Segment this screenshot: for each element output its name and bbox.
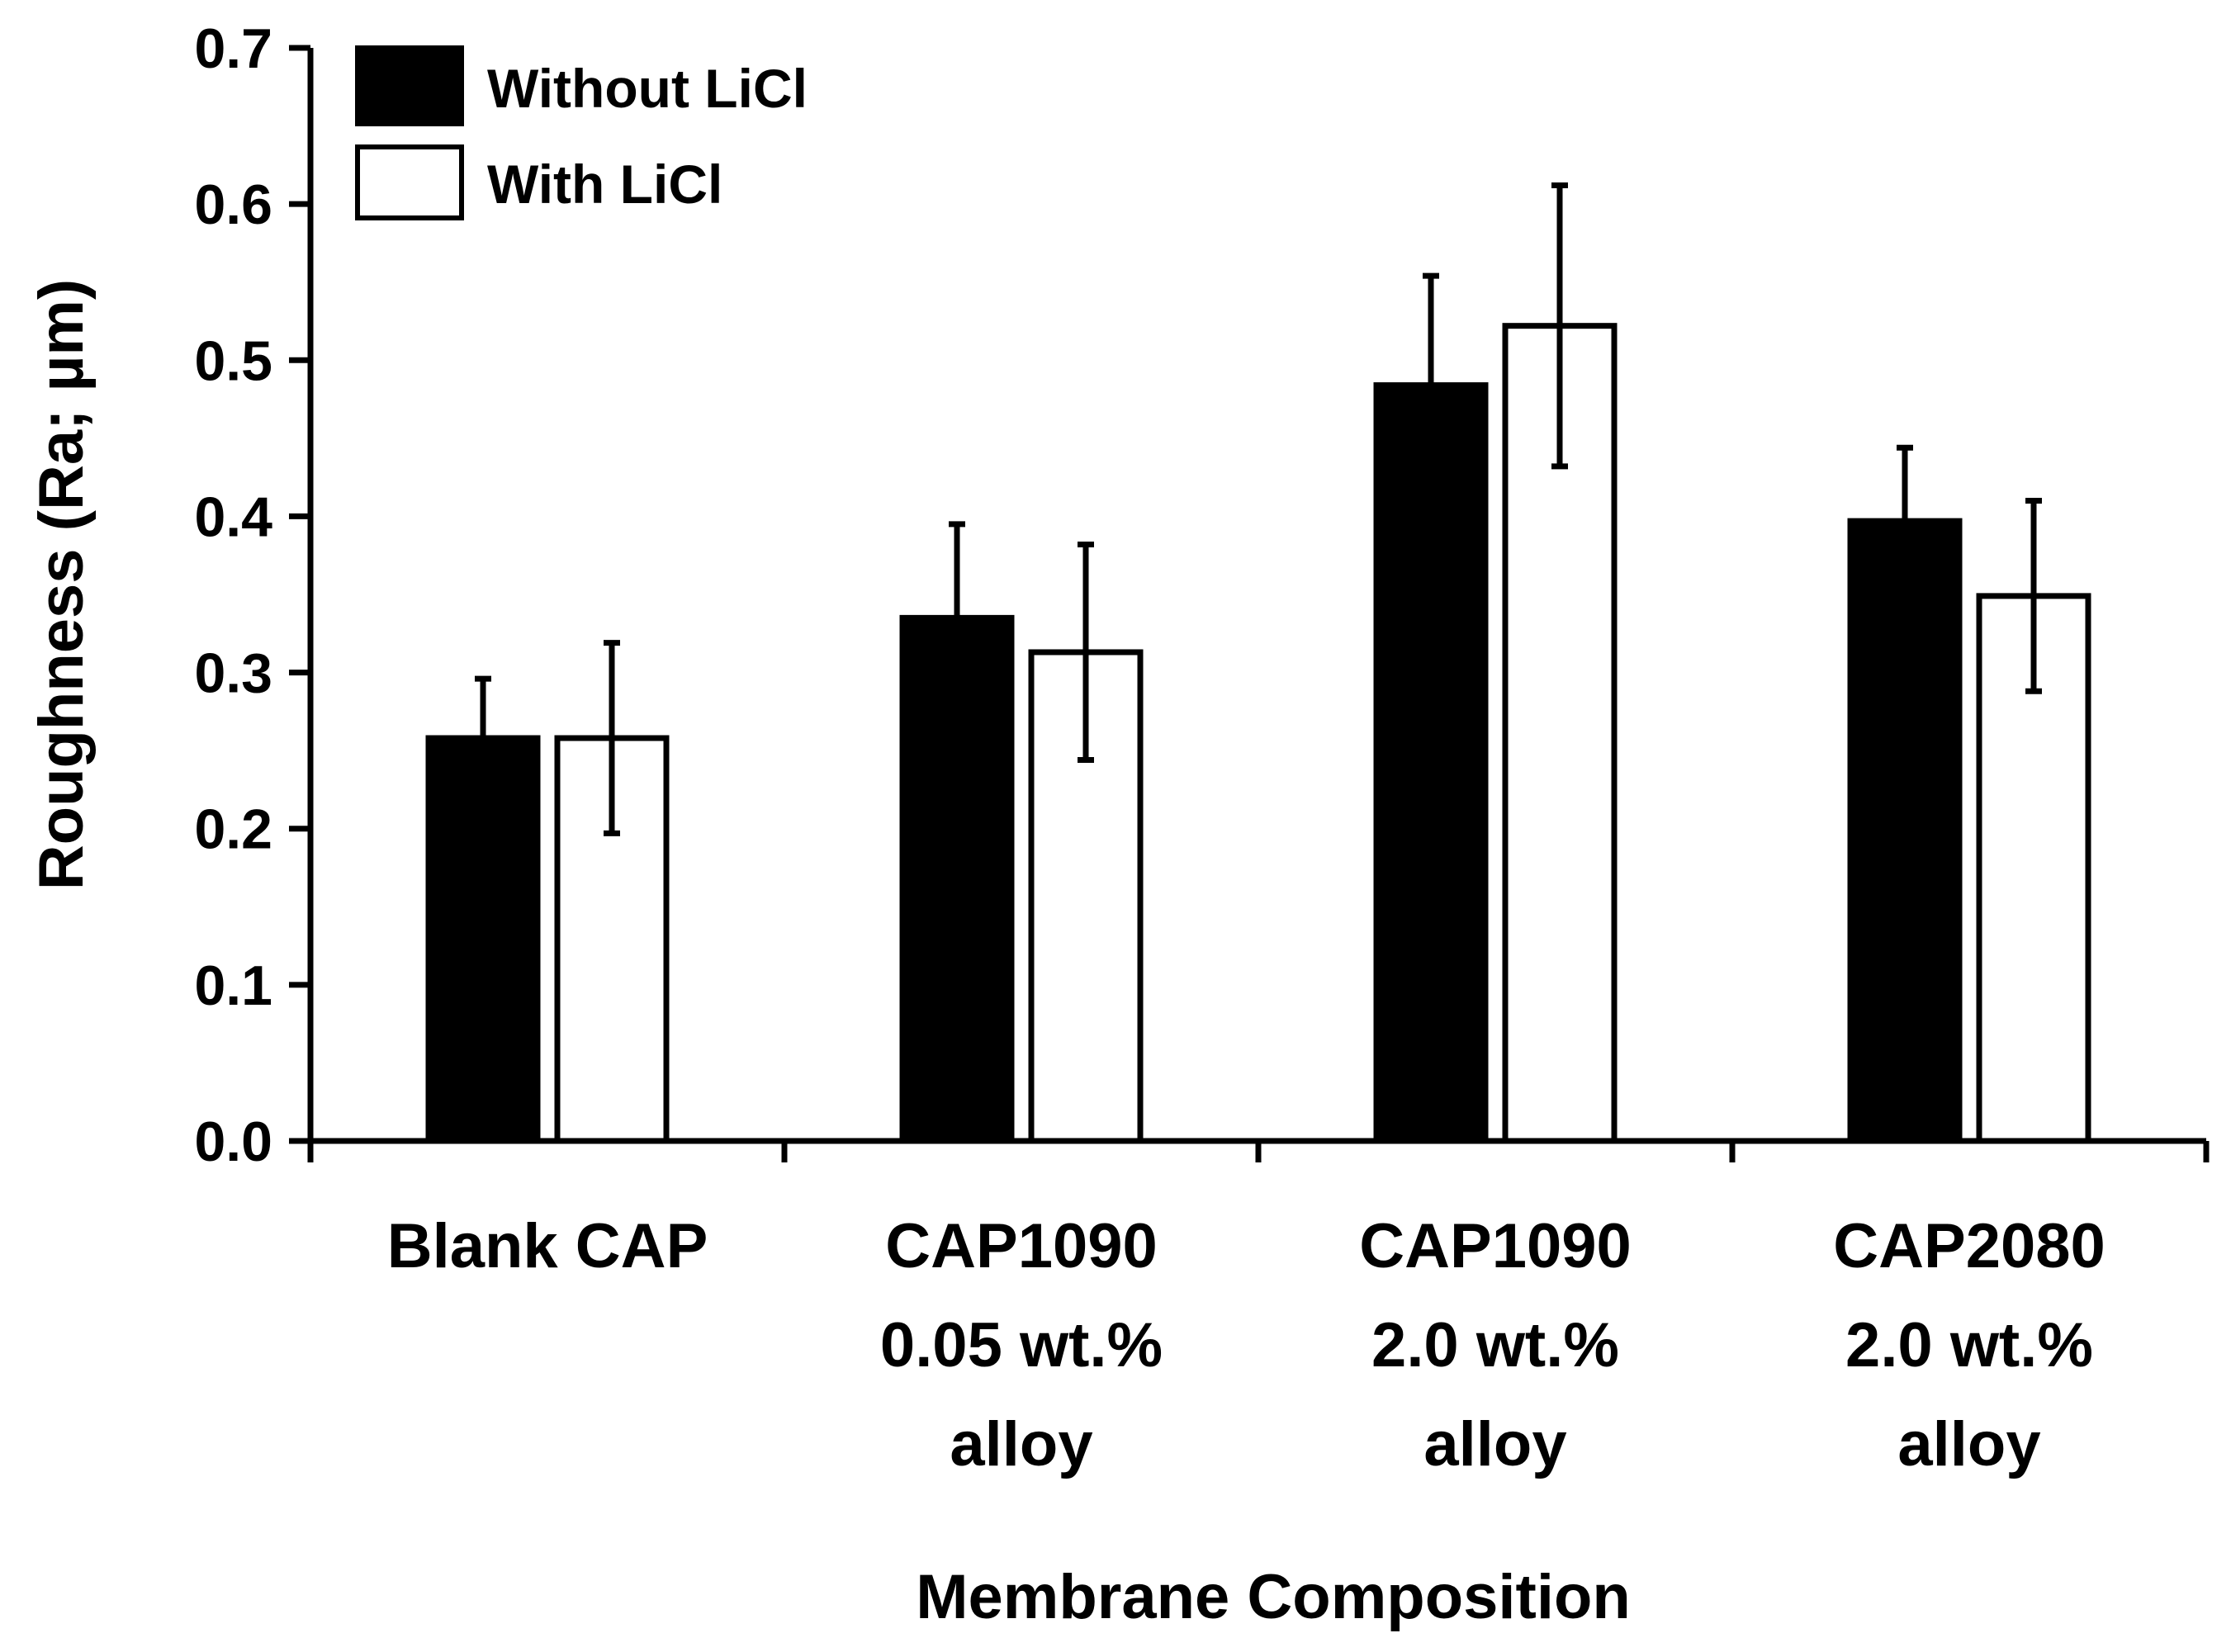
error-bar (604, 640, 620, 836)
error-bar (2025, 498, 2042, 694)
y-tick-label: 0.2 (194, 798, 272, 861)
category-label-line: CAP2080 (1833, 1211, 2105, 1281)
category-label-line: alloy (1897, 1409, 2040, 1479)
axes-layer (289, 45, 2210, 1162)
bars-layer (425, 323, 2091, 1144)
error-bar (1423, 272, 1439, 498)
category-label-line: alloy (1423, 1409, 1566, 1479)
category-label: CAP1090 2.0 wt.% alloy (1359, 1211, 1632, 1479)
category-label-line: 2.0 wt.% (1845, 1310, 2093, 1380)
error-bar (1551, 182, 1568, 470)
legend-label-with-licl: With LiCl (487, 154, 722, 215)
error-bar (475, 675, 491, 801)
error-bar (1078, 541, 1094, 763)
y-tick-labels: 0.0 0.1 0.2 0.3 0.4 0.5 0.6 0.7 (194, 17, 272, 1173)
category-label-line: 2.0 wt.% (1371, 1310, 1619, 1380)
legend-label-without-licl: Without LiCl (487, 58, 808, 119)
error-bar (1897, 444, 1913, 598)
y-tick-label: 0.1 (194, 954, 272, 1017)
y-tick-label: 0.4 (194, 485, 272, 548)
y-axis-title: Roughness (Ra; µm) (26, 279, 97, 890)
category-label-line: CAP1090 (885, 1211, 1158, 1281)
category-label-line: alloy (950, 1409, 1092, 1479)
y-tick-label: 0.0 (194, 1110, 272, 1173)
error-bar (949, 521, 965, 715)
category-label: CAP2080 2.0 wt.% alloy (1833, 1211, 2105, 1479)
y-tick-label: 0.5 (194, 329, 272, 392)
category-label-line: 0.05 wt.% (880, 1310, 1163, 1380)
legend-swatch-with-licl (355, 144, 464, 220)
x-axis-title: Membrane Composition (916, 1562, 1631, 1632)
y-tick-label: 0.3 (194, 642, 272, 705)
y-tick-label: 0.6 (194, 173, 272, 236)
legend-swatch-without-licl (355, 45, 464, 126)
category-labels: Blank CAP CAP1090 0.05 wt.% alloy CAP1090 2.0… (387, 1211, 2105, 1479)
category-label: Blank CAP (387, 1211, 708, 1281)
bar-without-licl (1847, 518, 1963, 1144)
error-bars-layer (475, 182, 2042, 836)
category-label-line: Blank CAP (387, 1211, 708, 1281)
legend: Without LiCl With LiCl (355, 45, 808, 220)
y-tick-label: 0.7 (194, 17, 272, 80)
bar-without-licl (1373, 382, 1489, 1144)
category-label: CAP1090 0.05 wt.% alloy (880, 1211, 1163, 1479)
bar-with-licl (1028, 649, 1144, 1144)
category-label-line: CAP1090 (1359, 1211, 1632, 1281)
bar-without-licl (425, 735, 541, 1144)
